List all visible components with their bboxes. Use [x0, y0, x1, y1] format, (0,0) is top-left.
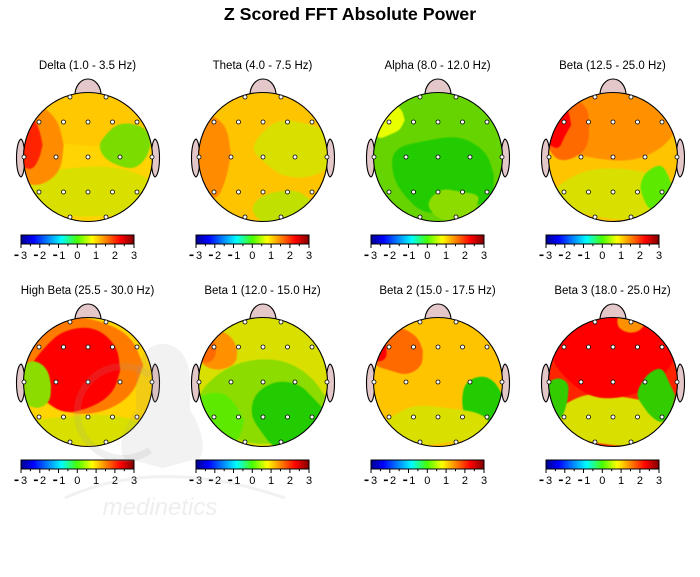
svg-text:1: 1	[93, 250, 99, 262]
svg-text:3: 3	[195, 250, 201, 262]
svg-text:1: 1	[234, 250, 240, 262]
svg-text:3: 3	[655, 475, 661, 487]
svg-text:1: 1	[443, 475, 449, 487]
svg-text:3: 3	[130, 250, 136, 262]
svg-text:0: 0	[424, 475, 430, 487]
svg-text:3: 3	[20, 475, 26, 487]
svg-text:3: 3	[370, 475, 376, 487]
svg-text:2: 2	[286, 250, 292, 262]
svg-text:0: 0	[74, 475, 80, 487]
svg-text:0: 0	[249, 475, 255, 487]
svg-text:2: 2	[39, 475, 45, 487]
svg-text:1: 1	[618, 475, 624, 487]
svg-text:1: 1	[409, 250, 415, 262]
svg-text:3: 3	[545, 250, 551, 262]
svg-text:3: 3	[545, 475, 551, 487]
svg-text:2: 2	[564, 250, 570, 262]
svg-text:0: 0	[249, 250, 255, 262]
svg-text:3: 3	[130, 475, 136, 487]
svg-text:3: 3	[655, 250, 661, 262]
svg-text:3: 3	[370, 250, 376, 262]
svg-text:0: 0	[424, 250, 430, 262]
svg-text:2: 2	[389, 250, 395, 262]
svg-text:1: 1	[584, 250, 590, 262]
svg-text:1: 1	[93, 475, 99, 487]
svg-text:1: 1	[409, 475, 415, 487]
svg-text:2: 2	[636, 475, 642, 487]
svg-text:2: 2	[214, 250, 220, 262]
svg-text:1: 1	[443, 250, 449, 262]
svg-text:3: 3	[305, 250, 311, 262]
svg-text:1: 1	[268, 475, 274, 487]
svg-text:1: 1	[234, 475, 240, 487]
svg-text:3: 3	[305, 475, 311, 487]
svg-text:1: 1	[618, 250, 624, 262]
svg-text:3: 3	[20, 250, 26, 262]
svg-text:2: 2	[39, 250, 45, 262]
svg-text:2: 2	[111, 250, 117, 262]
svg-text:1: 1	[584, 475, 590, 487]
svg-text:2: 2	[286, 475, 292, 487]
svg-text:2: 2	[564, 475, 570, 487]
svg-text:2: 2	[111, 475, 117, 487]
svg-text:2: 2	[636, 250, 642, 262]
svg-text:2: 2	[214, 475, 220, 487]
svg-text:1: 1	[268, 250, 274, 262]
svg-text:0: 0	[599, 475, 605, 487]
svg-text:0: 0	[74, 250, 80, 262]
svg-text:1: 1	[59, 475, 65, 487]
svg-text:3: 3	[480, 250, 486, 262]
svg-text:2: 2	[461, 250, 467, 262]
svg-text:3: 3	[480, 475, 486, 487]
svg-text:1: 1	[59, 250, 65, 262]
svg-text:2: 2	[389, 475, 395, 487]
svg-text:0: 0	[599, 250, 605, 262]
svg-text:2: 2	[461, 475, 467, 487]
svg-text:3: 3	[195, 475, 201, 487]
